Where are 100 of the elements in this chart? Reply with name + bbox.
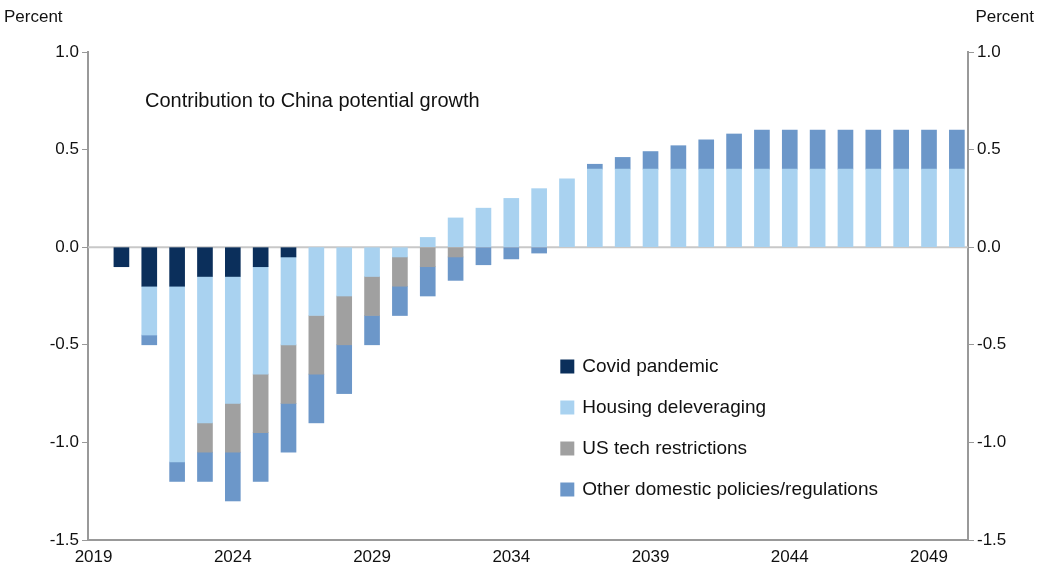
- bar: [949, 129, 965, 170]
- bar: [252, 247, 269, 268]
- bar: [949, 168, 965, 248]
- bar: [224, 451, 241, 502]
- y-tick-label: -0.5: [49, 334, 79, 354]
- bar: [392, 285, 408, 316]
- bar: [865, 129, 882, 170]
- x-tick-label: 2049: [910, 546, 948, 566]
- bar: [280, 247, 297, 258]
- bar: [893, 168, 909, 248]
- bar: [642, 168, 659, 248]
- x-tick-label: 2024: [213, 546, 252, 566]
- bar: [587, 168, 603, 248]
- bar: [559, 178, 575, 248]
- bar: [224, 247, 241, 277]
- legend-label: Housing deleveraging: [582, 395, 767, 417]
- bar: [531, 247, 547, 254]
- bar: [419, 237, 436, 248]
- x-tick-label: 2044: [770, 546, 809, 566]
- bar: [865, 168, 882, 248]
- y2-tick-label: 0.0: [977, 236, 1001, 256]
- bar: [503, 247, 520, 260]
- bar: [531, 188, 547, 248]
- y2-tick-label: -0.5: [977, 334, 1007, 354]
- bar: [781, 168, 798, 248]
- bar: [364, 247, 380, 277]
- bar: [169, 285, 185, 463]
- bar: [503, 198, 520, 248]
- bar: [224, 276, 241, 404]
- y2-tick-label: -1.5: [977, 529, 1007, 549]
- bar: [614, 168, 631, 248]
- bar: [893, 129, 909, 170]
- bar: [336, 295, 353, 346]
- x-tick-label: 2019: [74, 546, 113, 566]
- bar: [280, 256, 297, 346]
- bar: [642, 151, 659, 170]
- bar: [475, 207, 492, 248]
- bar: [308, 247, 325, 316]
- bar: [113, 247, 130, 268]
- bar: [141, 285, 158, 336]
- bar: [587, 163, 603, 170]
- bar: [197, 247, 213, 277]
- bar: [336, 344, 353, 394]
- bar: [921, 129, 937, 170]
- x-tick-label: 2034: [492, 546, 531, 566]
- bar: [224, 403, 241, 453]
- bar: [809, 129, 826, 170]
- bar: [726, 133, 742, 170]
- bar: [837, 168, 854, 248]
- bar: [197, 422, 213, 453]
- y2-tick-label: 0.5: [977, 139, 1001, 159]
- bar: [475, 247, 492, 266]
- bar: [447, 247, 464, 258]
- bar: [169, 461, 185, 482]
- bar: [447, 217, 464, 248]
- y2-tick-label: 1.0: [977, 41, 1001, 61]
- bar: [252, 432, 269, 482]
- x-tick-label: 2029: [353, 546, 391, 566]
- bar: [698, 168, 715, 248]
- bar: [197, 451, 213, 482]
- bar: [419, 266, 436, 297]
- legend-label: US tech restrictions: [582, 436, 748, 458]
- text: Contribution to China potential growth: [145, 89, 480, 111]
- bar: [809, 168, 826, 248]
- bar: [447, 256, 464, 281]
- bar: [392, 256, 408, 287]
- y2-tick-label: -1.0: [977, 432, 1007, 452]
- bar: [921, 168, 937, 248]
- bar: [670, 168, 687, 248]
- y-tick-label: -1.5: [49, 529, 79, 549]
- y-axis-title: Percent: [4, 7, 63, 26]
- bar: [197, 276, 213, 424]
- bar: [837, 129, 854, 170]
- bar: [141, 334, 158, 346]
- bar: [754, 168, 770, 248]
- y-tick-label: 0.5: [55, 139, 79, 159]
- legend-label: Covid pandemic: [582, 354, 719, 376]
- bar: [364, 315, 380, 346]
- x-tick-label: 2039: [631, 546, 670, 566]
- y-tick-label: -1.0: [49, 432, 79, 452]
- bar: [670, 145, 687, 170]
- bar: [392, 247, 408, 258]
- bar: [419, 247, 436, 268]
- bar: [308, 373, 325, 424]
- bar: [364, 276, 380, 316]
- bar: [252, 266, 269, 375]
- bar: [280, 403, 297, 453]
- bar: [252, 373, 269, 433]
- bar: [781, 129, 798, 170]
- bar: [754, 129, 770, 170]
- bar: [169, 247, 185, 287]
- y2-axis-title: Percent: [975, 7, 1035, 26]
- legend-label: Other domestic policies/regulations: [582, 477, 879, 499]
- bar: [280, 344, 297, 404]
- bar: [698, 139, 715, 170]
- bar: [726, 168, 742, 248]
- bar: [614, 157, 631, 170]
- y-tick-label: 0.0: [55, 236, 79, 256]
- bar: [336, 247, 353, 297]
- bar: [308, 315, 325, 375]
